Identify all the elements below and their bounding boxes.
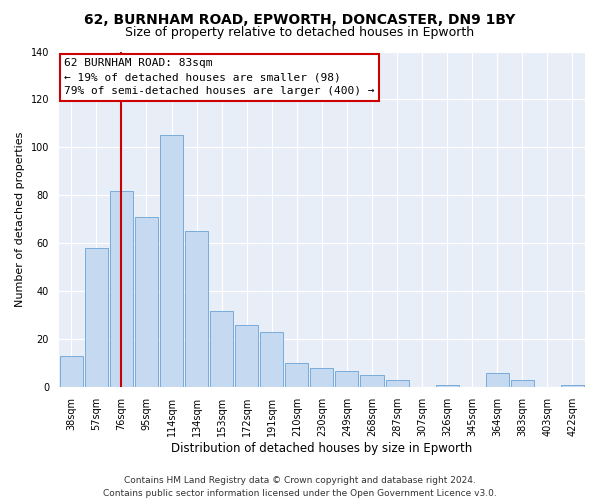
Text: 62 BURNHAM ROAD: 83sqm
← 19% of detached houses are smaller (98)
79% of semi-det: 62 BURNHAM ROAD: 83sqm ← 19% of detached… <box>64 58 374 96</box>
Bar <box>511 380 534 388</box>
Text: Contains HM Land Registry data © Crown copyright and database right 2024.
Contai: Contains HM Land Registry data © Crown c… <box>103 476 497 498</box>
Bar <box>335 370 358 388</box>
X-axis label: Distribution of detached houses by size in Epworth: Distribution of detached houses by size … <box>171 442 473 455</box>
Y-axis label: Number of detached properties: Number of detached properties <box>15 132 25 307</box>
Text: 62, BURNHAM ROAD, EPWORTH, DONCASTER, DN9 1BY: 62, BURNHAM ROAD, EPWORTH, DONCASTER, DN… <box>85 12 515 26</box>
Bar <box>135 217 158 388</box>
Bar <box>386 380 409 388</box>
Bar <box>85 248 108 388</box>
Bar <box>361 376 383 388</box>
Bar <box>436 385 459 388</box>
Bar <box>185 232 208 388</box>
Bar <box>561 385 584 388</box>
Bar <box>110 190 133 388</box>
Bar <box>260 332 283 388</box>
Bar <box>310 368 334 388</box>
Bar <box>486 373 509 388</box>
Bar <box>235 325 258 388</box>
Bar <box>210 310 233 388</box>
Bar <box>60 356 83 388</box>
Bar <box>286 364 308 388</box>
Text: Size of property relative to detached houses in Epworth: Size of property relative to detached ho… <box>125 26 475 39</box>
Bar <box>160 136 183 388</box>
